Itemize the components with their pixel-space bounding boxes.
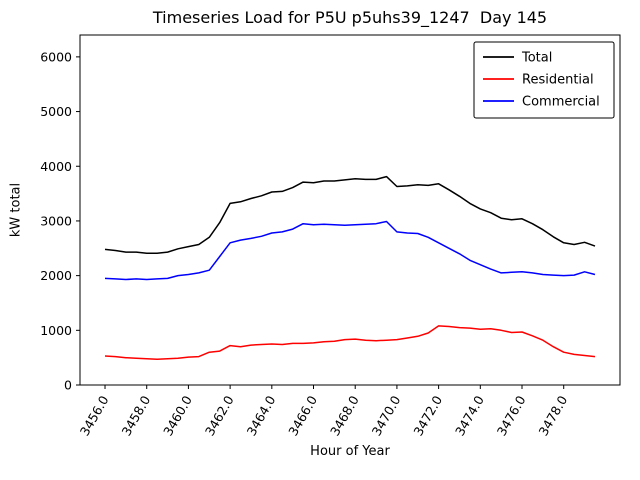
axes-frame xyxy=(79,34,621,386)
series-line-residential xyxy=(104,325,596,361)
series-line-commercial xyxy=(104,220,596,281)
x-tick-label: 3478.0 xyxy=(535,393,570,438)
x-tick-label: 3476.0 xyxy=(494,393,529,438)
y-tick-label: 0 xyxy=(64,378,72,393)
x-tick-label: 3462.0 xyxy=(202,393,237,438)
x-tick-label: 3466.0 xyxy=(285,393,320,438)
legend-label-total: Total xyxy=(521,51,552,66)
legend-box xyxy=(473,41,615,119)
x-tick-label: 3464.0 xyxy=(244,393,279,438)
legend: Total Residential Commercial xyxy=(473,41,615,119)
y-tick-label: 3000 xyxy=(40,213,72,228)
legend-label-commercial: Commercial xyxy=(522,95,600,110)
y-tick-label: 2000 xyxy=(40,268,72,283)
x-tick-label: 3472.0 xyxy=(410,393,445,438)
series-line-total xyxy=(104,175,596,254)
y-tick-label: 6000 xyxy=(40,49,72,64)
x-tick-label: 3460.0 xyxy=(160,393,195,438)
x-tick-label: 3458.0 xyxy=(118,393,153,438)
y-tick-label: 4000 xyxy=(40,159,72,174)
x-tick-label: 3456.0 xyxy=(77,393,112,438)
x-tick-label: 3468.0 xyxy=(327,393,362,438)
y-tick-label: 1000 xyxy=(40,323,72,338)
legend-label-residential: Residential xyxy=(522,73,594,88)
x-tick-label: 3470.0 xyxy=(369,393,404,438)
y-tick-label: 5000 xyxy=(40,104,72,119)
x-tick-label: 3474.0 xyxy=(452,393,487,438)
chart-title: Timeseries Load for P5U p5uhs39_1247 Day… xyxy=(152,8,548,27)
x-axis-label: Hour of Year xyxy=(310,444,390,459)
